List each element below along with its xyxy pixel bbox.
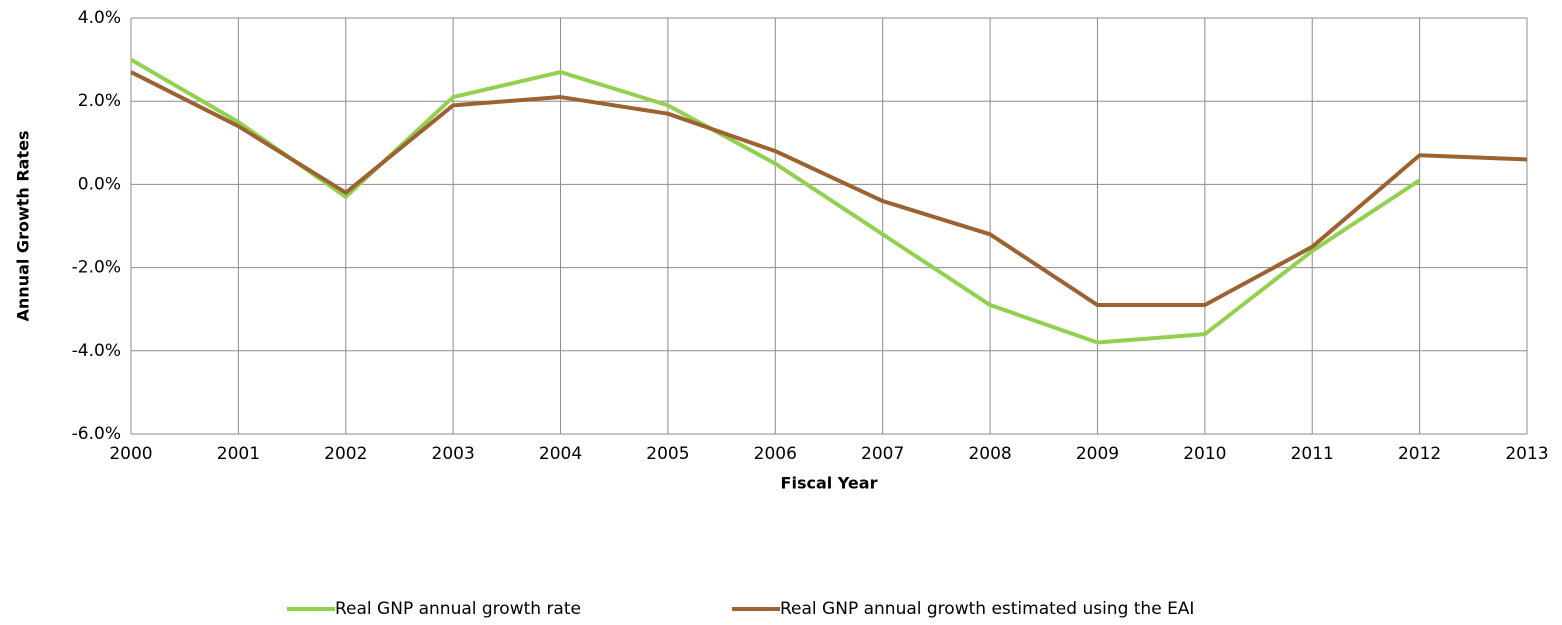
x-tick-label: 2007 (861, 444, 904, 464)
y-tick-label: 0.0% (78, 174, 121, 194)
x-tick-label: 2002 (324, 444, 367, 464)
y-tick-label: -6.0% (72, 424, 121, 444)
x-tick-label: 2001 (217, 444, 260, 464)
y-tick-label: -4.0% (72, 341, 121, 361)
legend-label: Real GNP annual growth rate (335, 599, 581, 619)
x-tick-label: 2004 (539, 444, 582, 464)
y-axis-title: Annual Growth Rates (14, 131, 33, 322)
x-tick-label: 2012 (1398, 444, 1441, 464)
y-tick-label: 4.0% (78, 8, 121, 28)
legend-label: Real GNP annual growth estimated using t… (780, 599, 1194, 619)
x-tick-label: 2011 (1291, 444, 1334, 464)
y-tick-label: -2.0% (72, 258, 121, 278)
x-axis-title: Fiscal Year (781, 474, 878, 493)
series-line (129, 57, 1421, 345)
x-tick-label: 2008 (968, 444, 1011, 464)
x-tick-label: 2013 (1505, 444, 1548, 464)
y-tick-label: 2.0% (78, 91, 121, 111)
x-tick-label: 2010 (1183, 444, 1226, 464)
x-tick-label: 2006 (754, 444, 797, 464)
x-tick-label: 2003 (432, 444, 475, 464)
x-tick-label: 2005 (646, 444, 689, 464)
series-line (130, 70, 1528, 308)
x-tick-label: 2000 (109, 444, 152, 464)
x-tick-label: 2009 (1076, 444, 1119, 464)
